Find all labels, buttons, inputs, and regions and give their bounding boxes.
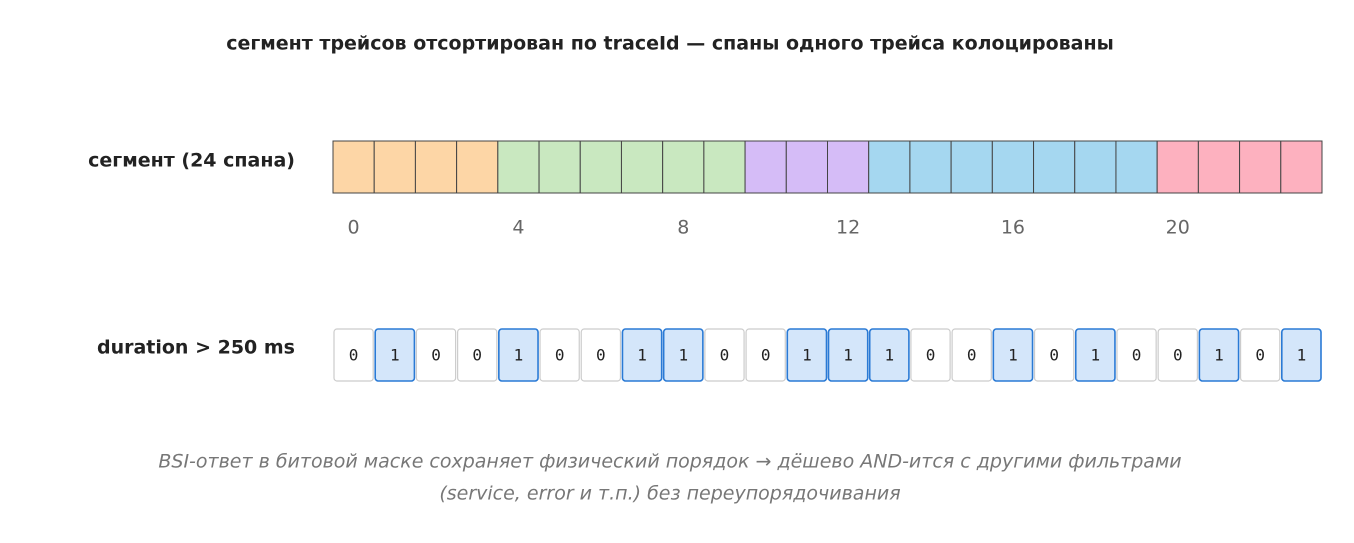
bit-cell (1074, 328, 1116, 382)
bit-value: 1 (390, 346, 400, 365)
bit-value: 1 (802, 346, 812, 365)
caption: (service, error и т.п.) без переупорядоч… (439, 483, 900, 505)
bit-value: 0 (761, 346, 771, 365)
segment-cell (744, 140, 787, 194)
segment-cell (703, 140, 746, 194)
segment-cell (1074, 140, 1117, 194)
bit-cell (1116, 328, 1157, 382)
segment-cell (1115, 140, 1158, 194)
segment-cell (456, 140, 499, 194)
segment-cell (827, 140, 870, 194)
bit-cell (1198, 328, 1240, 382)
segment-cell (909, 140, 952, 194)
bit-value: 0 (1049, 346, 1059, 365)
bit-value: 0 (472, 346, 482, 365)
segment-cell (662, 140, 705, 194)
row-label: сегмент (24 спана) (88, 150, 295, 172)
index-label: 0 (348, 217, 360, 239)
bit-value: 1 (678, 346, 688, 365)
bit-cell (333, 328, 374, 382)
bit-value: 0 (1173, 346, 1183, 365)
bit-cell (1033, 328, 1075, 382)
bit-cell (745, 328, 786, 382)
index-label: 12 (836, 217, 860, 239)
row-label: duration > 250 ms (97, 337, 295, 359)
index-label: 8 (677, 217, 689, 239)
bit-cell (1280, 328, 1322, 382)
caption: BSI-ответ в битовой маске сохраняет физи… (158, 451, 1181, 473)
bit-value: 0 (1255, 346, 1265, 365)
bit-cell (1239, 328, 1281, 382)
segment-cell (1033, 140, 1076, 194)
bit-cell (786, 328, 828, 382)
bit-cell (374, 328, 416, 382)
bit-cell (951, 328, 992, 382)
bit-value: 1 (843, 346, 853, 365)
index-label: 4 (512, 217, 524, 239)
segment-cell (373, 140, 416, 194)
bit-value: 1 (514, 346, 524, 365)
segment-cell (497, 140, 540, 194)
title: сегмент трейсов отсортирован по traceId … (226, 33, 1114, 55)
bit-value: 1 (1091, 346, 1101, 365)
bit-cell (415, 328, 457, 382)
segment-cell (620, 140, 664, 194)
bit-value: 0 (926, 346, 936, 365)
segment-cell (1280, 140, 1323, 194)
segment-cell (785, 140, 829, 194)
segment-cell (1156, 140, 1199, 194)
index-label: 16 (1001, 217, 1025, 239)
bit-cell (621, 328, 663, 382)
bit-value: 1 (1297, 346, 1307, 365)
bit-value: 0 (596, 346, 606, 365)
segment-cell (579, 140, 622, 194)
segment-cell (1239, 140, 1282, 194)
bit-value: 1 (1008, 346, 1018, 365)
segment-cell (950, 140, 993, 194)
bit-cell (827, 328, 869, 382)
bit-value: 0 (555, 346, 565, 365)
bit-cell (539, 328, 580, 382)
bit-cell (457, 328, 498, 382)
bit-value: 1 (1214, 346, 1224, 365)
bit-cell (662, 328, 704, 382)
segment-cell (414, 140, 458, 194)
bit-value: 0 (720, 346, 730, 365)
bit-value: 0 (431, 346, 441, 365)
segment-cell (1197, 140, 1241, 194)
bit-cell (1157, 328, 1198, 382)
bit-cell (498, 328, 539, 382)
bit-cell (992, 328, 1034, 382)
bit-value: 0 (1132, 346, 1142, 365)
bit-value: 1 (884, 346, 894, 365)
bit-cell (704, 328, 745, 382)
bit-cell (868, 328, 910, 382)
segment-cell (538, 140, 581, 194)
segment-cell (991, 140, 1035, 194)
bit-value: 0 (349, 346, 359, 365)
bit-cell (910, 328, 951, 382)
bit-value: 0 (967, 346, 977, 365)
segment-cell (868, 140, 911, 194)
bit-value: 1 (637, 346, 647, 365)
segment-cell (332, 140, 375, 194)
bit-cell (580, 328, 622, 382)
index-label: 20 (1166, 217, 1190, 239)
